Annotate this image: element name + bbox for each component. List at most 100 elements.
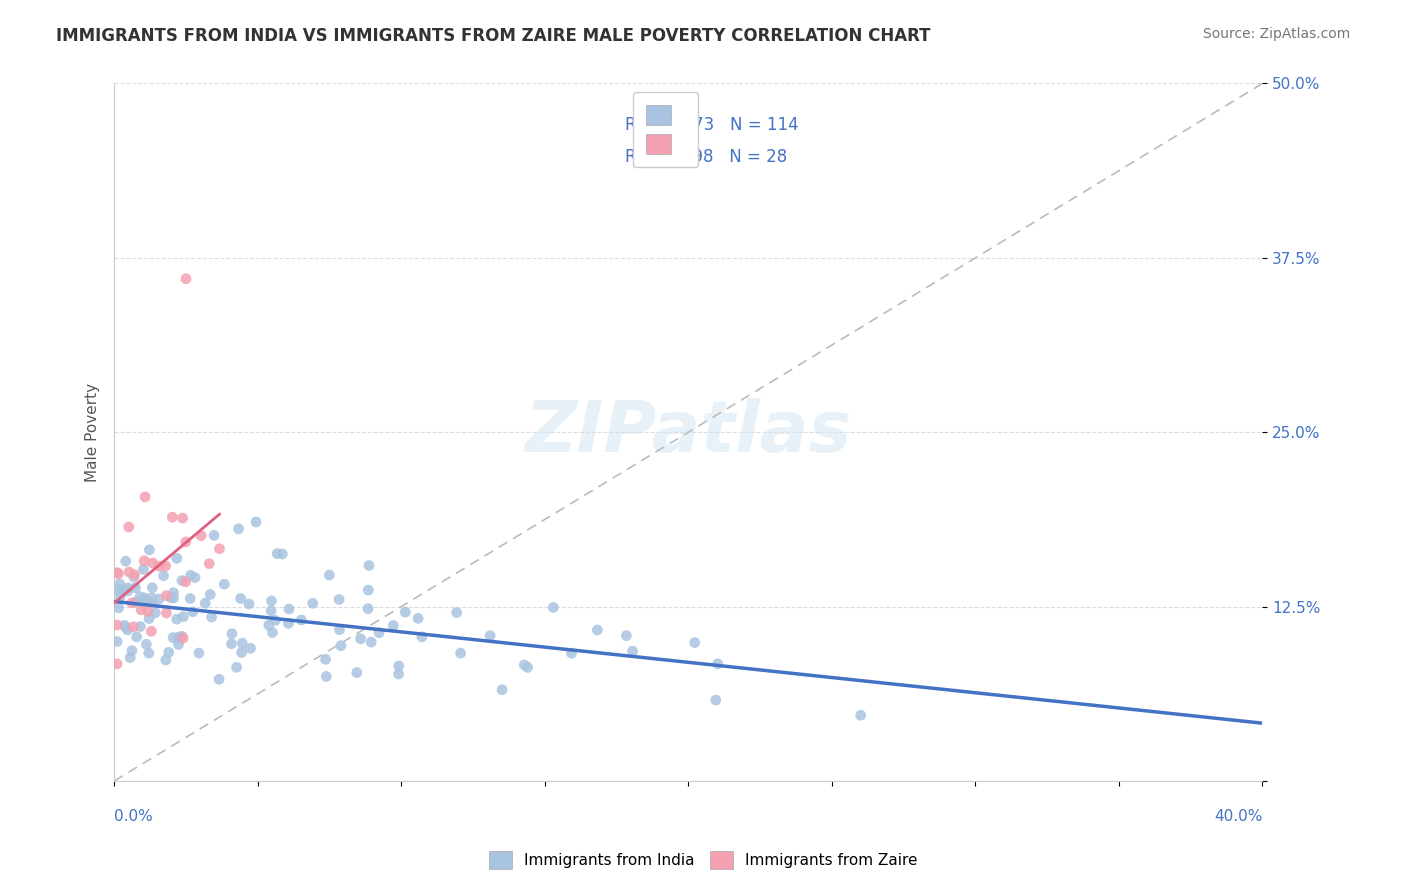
Point (231, 645, 253, 659)
Text: R =  0.498   N = 28: R = 0.498 N = 28 (626, 148, 787, 166)
Point (118, 565, 141, 579)
Point (315, 669, 337, 683)
Point (107, 582, 129, 597)
Point (181, 605, 204, 619)
Point (155, 606, 177, 620)
Point (167, 632, 190, 646)
Y-axis label: Male Poverty: Male Poverty (86, 383, 100, 482)
Point (180, 568, 202, 582)
Point (479, 629, 502, 643)
Point (179, 591, 201, 606)
Point (330, 639, 353, 653)
Point (231, 636, 253, 650)
Point (155, 589, 177, 603)
Point (132, 592, 155, 607)
Point (155, 653, 177, 667)
Point (208, 541, 231, 556)
Point (134, 554, 156, 568)
Point (277, 616, 299, 631)
Point (162, 631, 184, 645)
Text: R = -0.573   N = 114: R = -0.573 N = 114 (626, 116, 799, 135)
Point (450, 646, 472, 660)
Point (148, 592, 170, 607)
Point (118, 520, 141, 534)
Point (134, 490, 156, 504)
Point (225, 660, 247, 674)
Point (301, 596, 323, 610)
Point (357, 601, 380, 615)
Point (221, 637, 243, 651)
Point (136, 605, 159, 619)
Point (543, 600, 565, 615)
Point (318, 568, 340, 582)
Point (105, 634, 128, 648)
Point (162, 510, 184, 524)
Point (200, 610, 222, 624)
Point (586, 623, 609, 637)
Point (121, 596, 143, 610)
Point (172, 631, 194, 645)
Point (155, 558, 177, 573)
Point (214, 577, 236, 591)
Point (394, 605, 416, 619)
Text: 40.0%: 40.0% (1215, 809, 1263, 824)
Point (271, 547, 294, 561)
Point (163, 591, 186, 605)
Point (683, 635, 706, 649)
Point (560, 646, 582, 660)
Point (387, 667, 409, 681)
Point (117, 581, 139, 595)
Point (616, 629, 638, 643)
Point (278, 602, 301, 616)
Point (388, 659, 411, 673)
Point (621, 644, 644, 658)
Text: ZIPatlas: ZIPatlas (524, 398, 852, 467)
Point (360, 635, 382, 649)
Point (221, 626, 243, 640)
Point (228, 522, 250, 536)
Point (357, 558, 380, 573)
Point (172, 609, 194, 624)
Point (114, 618, 136, 632)
Point (174, 272, 197, 286)
Point (357, 583, 380, 598)
Point (142, 595, 165, 609)
Point (141, 591, 163, 605)
Point (117, 623, 139, 637)
Point (208, 673, 231, 687)
Point (704, 693, 727, 707)
Point (135, 637, 157, 651)
Text: IMMIGRANTS FROM INDIA VS IMMIGRANTS FROM ZAIRE MALE POVERTY CORRELATION CHART: IMMIGRANTS FROM INDIA VS IMMIGRANTS FROM… (56, 27, 931, 45)
Point (260, 604, 283, 618)
Point (111, 583, 134, 598)
Point (167, 638, 190, 652)
Point (141, 581, 163, 595)
Point (121, 643, 143, 657)
Point (229, 591, 252, 606)
Point (129, 603, 152, 617)
Point (238, 597, 260, 611)
Point (170, 574, 193, 588)
Point (120, 650, 142, 665)
Point (516, 660, 538, 674)
Point (198, 557, 221, 571)
Point (148, 559, 170, 574)
Legend: Immigrants from India, Immigrants from Zaire: Immigrants from India, Immigrants from Z… (482, 845, 924, 875)
Point (174, 535, 197, 549)
Point (110, 590, 132, 604)
Point (129, 590, 152, 604)
Point (141, 624, 163, 639)
Point (245, 515, 267, 529)
Point (349, 632, 371, 646)
Point (382, 618, 405, 632)
Point (138, 611, 160, 625)
Point (122, 620, 145, 634)
Point (114, 620, 136, 634)
Point (190, 529, 212, 543)
Point (167, 630, 190, 644)
Point (262, 625, 284, 640)
Text: Source: ZipAtlas.com: Source: ZipAtlas.com (1202, 27, 1350, 41)
Point (188, 646, 211, 660)
Point (152, 568, 174, 582)
Point (172, 511, 194, 525)
